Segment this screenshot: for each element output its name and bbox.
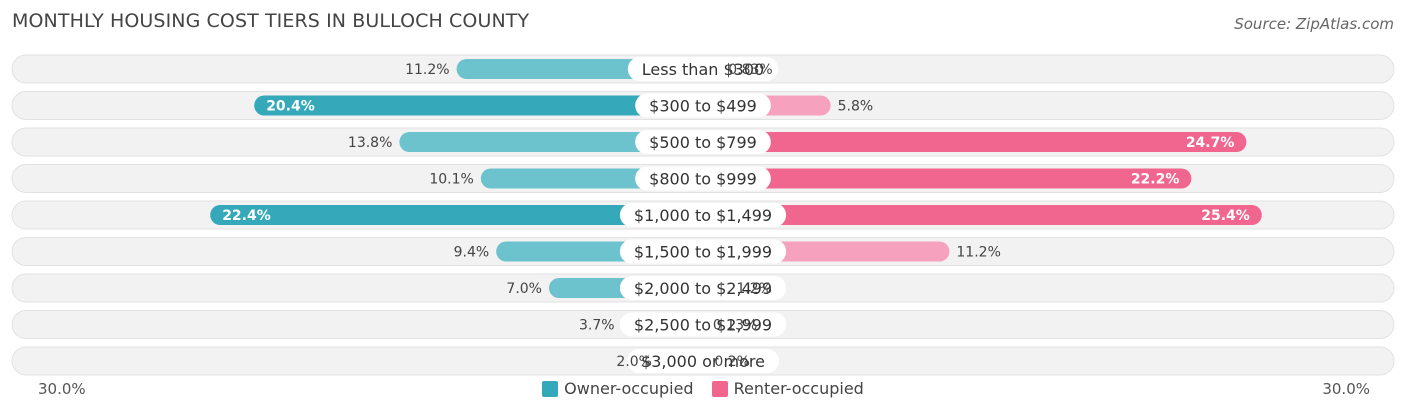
category-pill <box>635 130 771 154</box>
owner-bar <box>210 205 703 225</box>
owner-bar <box>254 95 703 116</box>
legend: Owner-occupied Renter-occupied <box>0 379 1406 398</box>
category-pill <box>619 276 787 300</box>
category-label: $2,000 to $2,499 <box>634 279 772 298</box>
renter-bar <box>703 168 1192 189</box>
owner-value-label: 10.1% <box>429 172 473 188</box>
renter-value-label: 0.83% <box>728 62 772 78</box>
category-pill <box>619 239 787 264</box>
category-pill <box>627 57 779 81</box>
category-pill <box>619 203 787 227</box>
legend-label-renter: Renter-occupied <box>733 379 864 398</box>
renter-value-label: 0.2% <box>714 354 750 370</box>
renter-value-label: 1.2% <box>736 281 772 297</box>
owner-bar <box>399 132 703 152</box>
category-label: $3,000 or more <box>641 352 765 371</box>
category-pill <box>635 93 771 118</box>
legend-swatch-renter <box>711 380 728 397</box>
owner-value-label: 9.4% <box>454 245 490 261</box>
renter-value-label: 5.8% <box>838 99 874 115</box>
renter-bar <box>703 132 1247 152</box>
owner-value-label: 20.4% <box>266 99 315 115</box>
chart-source: Source: ZipAtlas.com <box>1234 15 1394 33</box>
renter-value-label: 22.2% <box>1131 172 1180 188</box>
axis-min-label: 30.0% <box>38 380 86 398</box>
category-label: Less than $300 <box>642 60 764 79</box>
category-pill <box>619 312 787 337</box>
category-label: $500 to $799 <box>649 133 757 152</box>
legend-item-owner[interactable]: Owner-occupied <box>542 379 694 398</box>
renter-value-label: 25.4% <box>1201 208 1250 224</box>
axis-max-label: 30.0% <box>1322 380 1370 398</box>
category-label: $1,000 to $1,499 <box>634 206 772 225</box>
category-label: $2,500 to $2,999 <box>634 316 772 335</box>
owner-value-label: 7.0% <box>506 281 542 297</box>
owner-value-label: 13.8% <box>348 135 392 151</box>
category-pill <box>635 166 771 191</box>
category-pill <box>627 349 779 373</box>
category-label: $800 to $999 <box>649 170 757 189</box>
chart-title: MONTHLY HOUSING COST TIERS IN BULLOCH CO… <box>12 10 530 32</box>
category-label: $300 to $499 <box>649 97 757 116</box>
renter-value-label: 0.13% <box>713 318 757 334</box>
renter-value-label: 24.7% <box>1186 135 1235 151</box>
category-label: $1,500 to $1,999 <box>634 243 772 262</box>
renter-bar <box>703 205 1262 225</box>
renter-value-label: 11.2% <box>956 245 1000 261</box>
legend-item-renter[interactable]: Renter-occupied <box>711 379 864 398</box>
owner-value-label: 2.0% <box>616 354 652 370</box>
legend-label-owner: Owner-occupied <box>564 379 694 398</box>
owner-value-label: 22.4% <box>222 208 271 224</box>
legend-swatch-owner <box>542 380 559 397</box>
owner-value-label: 11.2% <box>405 62 449 78</box>
owner-value-label: 3.7% <box>579 318 615 334</box>
